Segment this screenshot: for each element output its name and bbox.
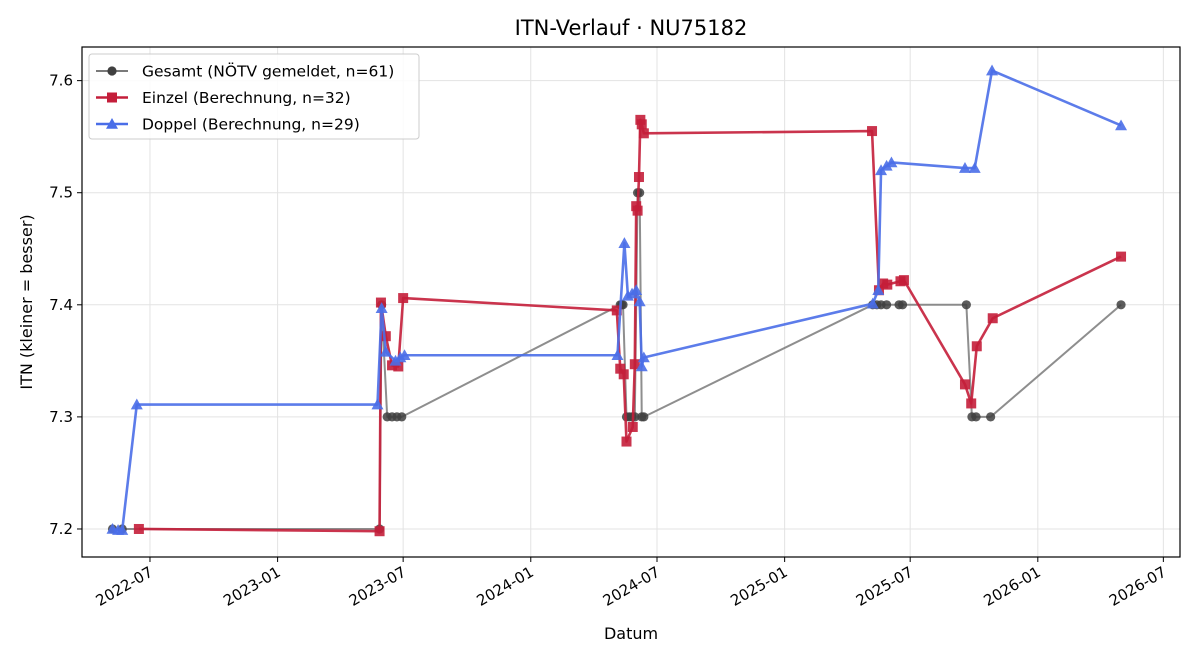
data-point-gesamt bbox=[1116, 300, 1126, 310]
data-point-einzel bbox=[380, 331, 391, 342]
data-point-doppel bbox=[635, 360, 648, 372]
data-point-gesamt bbox=[881, 300, 892, 310]
data-point-einzel bbox=[636, 119, 647, 130]
x-tick-label: 2023-07 bbox=[346, 563, 409, 610]
legend-item-doppel: Doppel (Berechnung, n=29) bbox=[96, 116, 360, 134]
data-point-doppel bbox=[398, 349, 411, 361]
data-point-doppel bbox=[958, 162, 971, 173]
x-tick-label: 2024-07 bbox=[600, 563, 663, 610]
series-line-einzel bbox=[138, 118, 1122, 533]
data-point-einzel bbox=[633, 172, 644, 183]
data-point-doppel bbox=[637, 351, 650, 363]
x-tick-label: 2026-07 bbox=[1106, 563, 1169, 610]
data-point-gesamt bbox=[897, 300, 908, 310]
data-point-doppel bbox=[633, 295, 646, 307]
data-point-einzel bbox=[615, 363, 626, 374]
data-point-doppel bbox=[872, 284, 885, 296]
data-point-doppel bbox=[1115, 119, 1128, 131]
x-tick-label: 2022-07 bbox=[93, 563, 156, 610]
data-point-doppel bbox=[630, 284, 643, 296]
data-point-doppel bbox=[116, 524, 129, 535]
data-point-doppel bbox=[375, 302, 388, 313]
legend-label-doppel: Doppel (Berechnung, n=29) bbox=[142, 116, 360, 134]
data-point-einzel bbox=[898, 275, 909, 286]
x-axis-label: Datum bbox=[604, 624, 658, 643]
plot-frame bbox=[81, 46, 1181, 558]
data-point-einzel bbox=[1116, 251, 1127, 262]
data-point-einzel bbox=[638, 128, 649, 139]
data-point-einzel bbox=[374, 526, 385, 537]
series-line-gesamt bbox=[112, 191, 1122, 530]
data-point-doppel bbox=[875, 164, 888, 176]
data-point-doppel bbox=[885, 156, 898, 168]
data-point-einzel bbox=[398, 293, 409, 304]
y-tick-label: 7.5 bbox=[49, 184, 73, 202]
y-tick-label: 7.6 bbox=[49, 72, 73, 90]
x-tick-label: 2023-01 bbox=[220, 563, 283, 610]
y-tick-label: 7.4 bbox=[49, 296, 73, 314]
legend-marker-gesamt bbox=[107, 66, 117, 76]
data-point-gesamt bbox=[971, 412, 981, 422]
data-point-einzel bbox=[393, 361, 404, 372]
series-layer bbox=[106, 64, 1128, 537]
data-point-doppel bbox=[618, 237, 631, 248]
legend-marker-einzel bbox=[107, 92, 117, 103]
data-point-gesamt bbox=[397, 412, 407, 422]
series-doppel bbox=[106, 64, 1128, 535]
data-point-einzel bbox=[621, 436, 632, 447]
data-point-doppel bbox=[866, 297, 879, 309]
x-tick-label: 2024-01 bbox=[473, 563, 536, 610]
data-point-einzel bbox=[611, 305, 622, 316]
data-point-gesamt bbox=[639, 412, 649, 422]
data-point-doppel bbox=[130, 398, 143, 410]
data-point-einzel bbox=[629, 359, 640, 370]
y-axis-label: ITN (kleiner = besser) bbox=[17, 214, 36, 389]
x-tick-label: 2025-07 bbox=[853, 563, 916, 610]
data-point-einzel bbox=[618, 369, 629, 380]
legend-box bbox=[88, 53, 420, 140]
data-point-einzel bbox=[882, 279, 893, 290]
data-point-einzel bbox=[987, 313, 998, 324]
data-point-einzel bbox=[959, 379, 970, 390]
x-tick-label: 2026-01 bbox=[981, 563, 1044, 610]
data-point-gesamt bbox=[986, 412, 996, 422]
data-point-einzel bbox=[133, 523, 144, 534]
data-point-einzel bbox=[971, 341, 982, 352]
y-tick-label: 7.3 bbox=[49, 408, 73, 426]
data-point-doppel bbox=[611, 349, 624, 361]
data-point-doppel bbox=[379, 345, 392, 357]
data-point-einzel bbox=[375, 297, 386, 308]
series-einzel bbox=[133, 114, 1127, 537]
legend-marker-doppel bbox=[106, 118, 118, 129]
legend: Gesamt (NÖTV gemeldet, n=61) Einzel (Bere… bbox=[88, 53, 420, 140]
data-point-einzel bbox=[627, 421, 638, 432]
data-point-einzel bbox=[632, 205, 643, 216]
data-point-doppel bbox=[968, 162, 981, 173]
data-point-einzel bbox=[867, 126, 878, 137]
data-point-gesamt bbox=[961, 300, 971, 310]
data-point-doppel bbox=[986, 64, 999, 76]
data-point-doppel bbox=[371, 398, 384, 410]
chart-title: ITN-Verlauf · NU75182 bbox=[515, 16, 748, 40]
legend-item-gesamt: Gesamt (NÖTV gemeldet, n=61) bbox=[96, 62, 394, 81]
data-point-einzel bbox=[966, 398, 977, 409]
legend-item-einzel: Einzel (Berechnung, n=32) bbox=[96, 89, 351, 107]
legend-label-einzel: Einzel (Berechnung, n=32) bbox=[142, 89, 351, 107]
y-tick-label: 7.2 bbox=[49, 520, 73, 538]
legend-label-gesamt: Gesamt (NÖTV gemeldet, n=61) bbox=[142, 62, 394, 81]
series-gesamt bbox=[107, 188, 1126, 534]
x-tick-label: 2025-01 bbox=[727, 563, 790, 610]
